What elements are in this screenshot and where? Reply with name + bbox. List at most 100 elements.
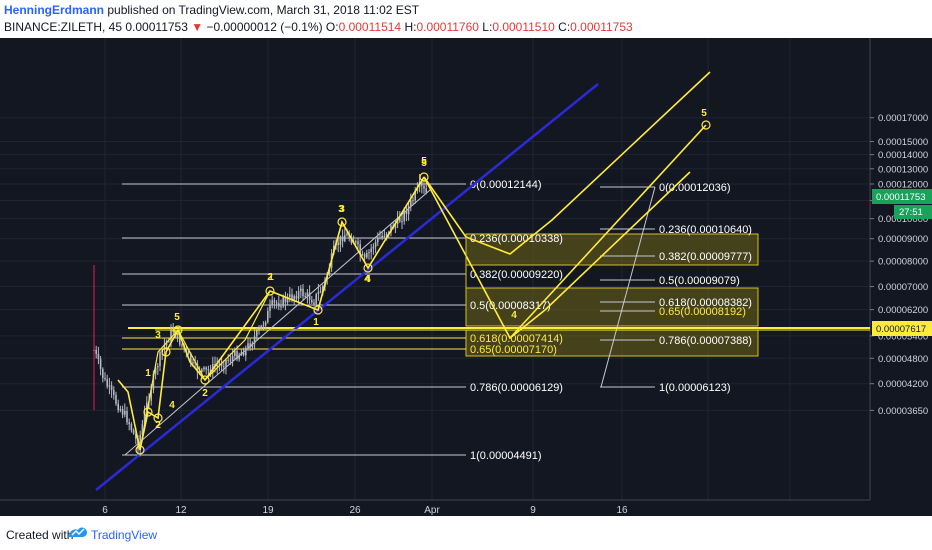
candle-body xyxy=(152,373,155,390)
candle-body xyxy=(150,389,152,401)
candle-body xyxy=(341,236,344,242)
fib-level-label: 0.382(0.00009220) xyxy=(470,269,563,281)
elliott-wave-lines[interactable] xyxy=(117,71,870,455)
candle-body xyxy=(203,367,205,370)
candle-body xyxy=(139,434,141,450)
candle-body xyxy=(247,343,249,348)
candle-body xyxy=(315,294,317,304)
candle-body xyxy=(425,188,427,193)
countdown-tag: 27:51 xyxy=(899,207,923,218)
blue-trendline[interactable] xyxy=(95,83,599,491)
support-trendline xyxy=(124,189,431,456)
candle-body xyxy=(363,254,366,258)
candle-body xyxy=(275,302,278,304)
candle-body xyxy=(245,347,247,356)
fib-level-label: 0.382(0.00009777) xyxy=(659,251,752,263)
tradingview-link[interactable]: TradingView xyxy=(91,528,158,542)
candle-body xyxy=(106,379,108,387)
price-tick-label: 0.00013000 xyxy=(878,164,928,175)
candle-body xyxy=(311,300,313,303)
candle-body xyxy=(407,206,410,215)
close-label: C: xyxy=(558,20,571,34)
candle-body xyxy=(108,385,111,387)
candle-body xyxy=(390,225,392,233)
candle-body xyxy=(249,343,251,348)
price-tick-label: 0.00005400 xyxy=(878,331,928,342)
candle-body xyxy=(361,253,364,255)
candle-body xyxy=(412,200,414,202)
candle-body xyxy=(146,402,148,412)
candle-body xyxy=(99,358,102,369)
candle-body xyxy=(201,369,203,373)
candle-body xyxy=(300,288,302,292)
candle-body xyxy=(185,349,188,351)
price-tick-label: 0.00006200 xyxy=(878,305,928,316)
wave-label: 3 xyxy=(155,330,161,341)
low-label: L: xyxy=(482,20,493,34)
candle-body xyxy=(284,296,287,303)
candle-body xyxy=(262,325,265,327)
fib-level-label: 0.786(0.00007388) xyxy=(659,335,752,347)
fib-level-label: 0.5(0.00008317) xyxy=(470,300,551,312)
candle-body xyxy=(339,236,342,245)
candle-body xyxy=(337,242,339,245)
candle-body xyxy=(117,403,119,411)
candle-body xyxy=(271,300,273,306)
wave-point-marker xyxy=(363,263,373,273)
candle-body xyxy=(258,328,260,331)
price-chart[interactable]: 0(0.00012144) 0.236(0.00010338) 0.382(0.00… xyxy=(0,38,932,516)
candle-body xyxy=(295,296,298,299)
price-axis[interactable]: 0.00017000 0.00015000 0.00014000 0.00013000… xyxy=(870,113,928,417)
wave-label: 4 xyxy=(511,310,517,321)
price-tick-label: 0.00017000 xyxy=(878,113,928,124)
projection-lower-rail xyxy=(423,171,691,340)
candle-body xyxy=(207,369,210,371)
candle-body xyxy=(240,352,243,355)
close-value: 0.00011753 xyxy=(570,20,633,34)
candle-body xyxy=(278,303,280,307)
price-tick-label: 0.00003650 xyxy=(878,406,928,417)
fib-level-label: 0.786(0.00006129) xyxy=(470,382,563,394)
candle-body xyxy=(269,305,271,311)
candle-body xyxy=(179,333,181,345)
candle-body xyxy=(368,252,370,254)
time-tick-label: 6 xyxy=(102,505,108,516)
candle-body xyxy=(220,363,223,366)
candle-body xyxy=(234,351,236,357)
candle-body xyxy=(157,365,159,368)
candle-body xyxy=(381,235,383,238)
candle-body xyxy=(225,359,227,367)
candle-body xyxy=(355,241,357,243)
created-with-text: Created with xyxy=(6,528,74,542)
elliott-wave-sub1 xyxy=(139,328,206,451)
author-link[interactable]: HenningErdmann xyxy=(4,3,105,17)
candle-body xyxy=(168,341,170,343)
fib-level-label: 0.65(0.00008192) xyxy=(659,306,746,318)
fib-level-label: 0.236(0.00010338) xyxy=(470,233,563,245)
wave-label: 1 xyxy=(313,317,319,328)
tradingview-logo-icon[interactable] xyxy=(68,525,88,539)
candle-body xyxy=(251,343,254,348)
candle-body xyxy=(319,291,322,293)
candle-body xyxy=(414,191,416,201)
candle-body xyxy=(383,235,386,237)
price-tick-label: 0.00014000 xyxy=(878,150,928,161)
candle-body xyxy=(231,356,234,361)
candle-body xyxy=(302,288,304,297)
candle-body xyxy=(253,336,256,344)
wave-point-marker xyxy=(135,445,145,455)
price-tick-label: 0.00009000 xyxy=(878,234,928,245)
candle-body xyxy=(394,224,397,229)
candle-body xyxy=(260,325,262,329)
candle-body xyxy=(97,354,100,359)
horizontal-price-tag-bg xyxy=(872,321,932,336)
candle-body xyxy=(128,422,130,425)
candle-body xyxy=(132,430,135,434)
wave-label: 5 xyxy=(701,108,707,119)
ohlc-line: BINANCE:ZILETH, 45 0.00011753 ▼ −0.00000… xyxy=(4,20,633,34)
price-tags: 0.00011753 27:51 0.00007617 xyxy=(872,189,932,336)
fib-level-label: 0.236(0.00010640) xyxy=(659,224,752,236)
time-axis[interactable]: 6 12 19 26 Apr 9 16 xyxy=(102,505,628,516)
candle-body xyxy=(192,362,194,364)
candlesticks xyxy=(93,173,427,457)
